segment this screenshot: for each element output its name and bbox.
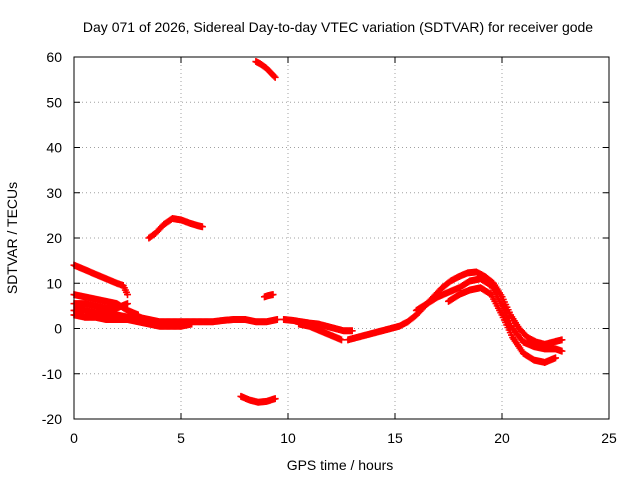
y-tick-label: 30	[46, 185, 62, 201]
series-trace-f	[145, 215, 206, 242]
x-tick-label: 20	[494, 430, 510, 446]
x-tick-label: 25	[601, 430, 617, 446]
x-axis-label: GPS time / hours	[287, 457, 394, 473]
series-trace-a	[70, 261, 131, 299]
series-trace-n	[445, 284, 559, 366]
series-trace-d	[70, 306, 281, 326]
series-trace-h	[252, 58, 279, 81]
data-point	[188, 320, 196, 328]
data-point	[198, 223, 206, 231]
x-tick-label: 15	[387, 430, 403, 446]
axis-ticks: 0 5 10 15 20 25 -20 -10 0 10 20 30 40 50 60	[42, 49, 617, 446]
y-tick-label: -20	[42, 411, 62, 427]
data-point	[269, 291, 277, 299]
x-tick-label: 0	[70, 430, 78, 446]
data-series	[70, 58, 566, 406]
y-tick-label: -10	[42, 366, 62, 382]
series-trace-c	[70, 300, 131, 312]
y-tick-label: 40	[46, 140, 62, 156]
data-point	[124, 291, 131, 299]
data-point	[270, 72, 278, 80]
y-tick-label: 60	[46, 49, 62, 65]
grid-lines	[74, 57, 609, 419]
series-trace-k	[295, 320, 345, 344]
y-tick-label: 0	[54, 321, 62, 337]
data-point	[271, 395, 279, 403]
x-tick-label: 5	[177, 430, 185, 446]
series-trace-g	[237, 392, 279, 406]
chart-title: Day 071 of 2026, Sidereal Day-to-day VTE…	[83, 19, 593, 35]
x-tick-label: 10	[280, 430, 296, 446]
data-point	[338, 336, 345, 344]
data-point	[271, 73, 279, 81]
y-tick-label: 20	[46, 230, 62, 246]
y-axis-label: SDTVAR / TECUs	[4, 182, 20, 294]
series-trace-i	[260, 291, 277, 301]
y-tick-label: 10	[46, 275, 62, 291]
y-tick-label: 50	[46, 94, 62, 110]
data-point	[558, 347, 566, 355]
series-trace-e	[70, 311, 196, 330]
data-point	[552, 354, 559, 362]
data-point	[273, 315, 281, 323]
series-trace-m	[412, 275, 566, 355]
data-point	[558, 336, 566, 344]
data-point	[124, 300, 131, 308]
data-point	[348, 327, 356, 335]
